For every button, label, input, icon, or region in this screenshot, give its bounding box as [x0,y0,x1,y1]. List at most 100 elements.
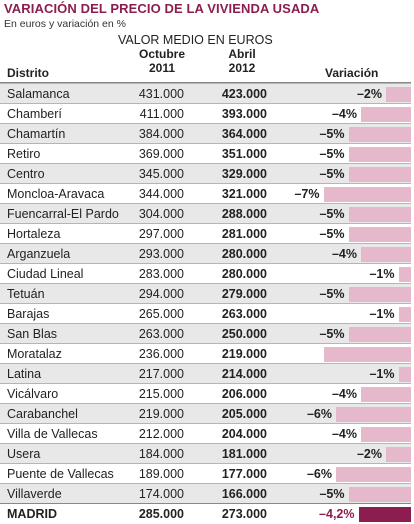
variation-label: –2% [356,447,382,461]
table-row: Retiro 369.000 351.000 –5% [0,143,411,163]
value-april-2012: 204.000 [221,427,267,441]
district-name: Puente de Vallecas [7,467,114,481]
variation-bar [361,387,411,402]
variation-bar [348,487,411,502]
value-october-2011: 285.000 [138,507,184,521]
table-row: Moncloa-Aravaca 344.000 321.000 –7% [0,183,411,203]
variation-bar [348,207,411,222]
value-april-2012: 273.000 [221,507,267,521]
value-april-2012: 281.000 [221,227,267,241]
value-april-2012: 177.000 [221,467,267,481]
value-april-2012: 263.000 [221,307,267,321]
value-october-2011: 184.000 [138,447,184,461]
variation-label: –4% [331,107,357,121]
value-april-2012: 166.000 [221,487,267,501]
variation-bar [361,247,411,262]
variation-label: –5% [319,207,345,221]
variation-label: –5% [319,147,345,161]
column-header-april-month: Abril [228,47,256,61]
value-april-2012: 219.000 [221,347,267,361]
variation-bar [361,107,411,122]
table-row: Tetuán 294.000 279.000 –5% [0,283,411,303]
district-name: Centro [7,167,45,181]
district-name: Tetuán [7,287,45,301]
table-row: Salamanca 431.000 423.000 –2% [0,83,411,103]
value-october-2011: 344.000 [138,187,184,201]
value-october-2011: 411.000 [139,107,184,121]
value-april-2012: 351.000 [221,147,267,161]
table-row: Latina 217.000 214.000 –1% [0,363,411,383]
district-name: Latina [7,367,42,381]
district-name: Barajas [7,307,50,321]
table-row: Arganzuela 293.000 280.000 –4% [0,243,411,263]
variation-bar [386,447,411,462]
chart-subtitle: En euros y variación en % [4,18,126,30]
variation-bar [386,87,411,102]
value-october-2011: 283.000 [138,267,184,281]
value-october-2011: 263.000 [138,327,184,341]
district-name: Salamanca [7,87,70,101]
table-row: Ciudad Lineal 283.000 280.000 –1% [0,263,411,283]
value-october-2011: 189.000 [138,467,184,481]
district-name: Carabanchel [7,407,78,421]
column-header-october: Octubre 2011 [130,47,194,75]
district-name: Usera [7,447,41,461]
variation-bar [348,147,411,162]
column-header-district: Distrito [7,66,49,80]
district-name: Chamberí [7,107,62,121]
value-april-2012: 280.000 [221,247,267,261]
table-row: Vicálvaro 215.000 206.000 –4% [0,383,411,403]
value-april-2012: 423.000 [221,87,267,101]
column-header-october-year: 2011 [148,61,176,75]
variation-label: –6% [306,407,332,421]
variation-label: –5% [319,287,345,301]
table-row: Carabanchel 219.000 205.000 –6% [0,403,411,423]
column-header-april: Abril 2012 [212,47,272,75]
value-april-2012: 250.000 [221,327,267,341]
table-row: Barajas 265.000 263.000 –1% [0,303,411,323]
value-october-2011: 236.000 [138,347,184,361]
value-october-2011: 217.000 [138,367,184,381]
variation-bar [348,327,411,342]
table-row: Centro 345.000 329.000 –5% [0,163,411,183]
variation-bar [323,187,411,202]
value-october-2011: 431.000 [138,87,184,101]
district-name: Villa de Vallecas [7,427,98,441]
value-october-2011: 304.000 [138,207,184,221]
value-october-2011: 293.000 [138,247,184,261]
value-october-2011: 174.000 [138,487,184,501]
variation-label: –5% [319,127,345,141]
variation-bar [358,507,411,522]
value-october-2011: 345.000 [138,167,184,181]
table-row: San Blas 263.000 250.000 –5% [0,323,411,343]
district-name: Vicálvaro [7,387,59,401]
value-april-2012: 206.000 [221,387,267,401]
district-name: San Blas [7,327,58,341]
value-october-2011: 369.000 [138,147,184,161]
table-row: Chamberí 411.000 393.000 –4% [0,103,411,123]
column-header-april-year: 2012 [228,61,256,75]
variation-label: –4% [331,427,357,441]
value-october-2011: 384.000 [138,127,184,141]
value-heading: VALOR MEDIO EN EUROS [118,33,273,47]
variation-label: –7% [294,187,320,201]
value-october-2011: 215.000 [138,387,184,401]
table-row: Villaverde 174.000 166.000 –5% [0,483,411,503]
district-name: Ciudad Lineal [7,267,84,281]
variation-label: –4,2% [319,507,355,521]
variation-bar [323,347,411,362]
variation-bar [348,227,411,242]
variation-label: –1% [369,307,395,321]
value-april-2012: 288.000 [221,207,267,221]
variation-label: –5% [319,327,345,341]
table-row: Fuencarral-El Pardo 304.000 288.000 –5% [0,203,411,223]
district-name: Moratalaz [7,347,62,361]
value-april-2012: 205.000 [221,407,267,421]
district-name: Fuencarral-El Pardo [7,207,119,221]
variation-label: –5% [319,227,345,241]
variation-bar [361,427,411,442]
variation-bar [398,307,411,322]
value-october-2011: 219.000 [138,407,184,421]
variation-label: –1% [369,267,395,281]
district-name: Retiro [7,147,41,161]
